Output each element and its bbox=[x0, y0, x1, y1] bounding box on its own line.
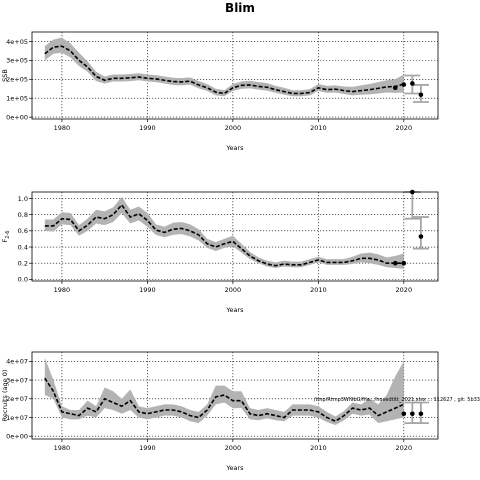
median-line bbox=[44, 45, 405, 95]
y-tick-label: 0.8 bbox=[18, 211, 28, 219]
y-axis-label: Recruits (age 0) bbox=[1, 370, 9, 422]
median-line bbox=[44, 203, 404, 267]
data-point bbox=[401, 411, 407, 417]
y-tick-label: 3e+07 bbox=[6, 376, 28, 384]
x-tick-label: 2020 bbox=[396, 124, 413, 132]
data-point bbox=[418, 411, 424, 417]
x-tick-label: 1980 bbox=[54, 444, 71, 452]
x-tick-label: 2000 bbox=[225, 444, 242, 452]
confidence-band bbox=[44, 196, 404, 269]
data-point bbox=[410, 81, 415, 86]
x-axis-label: Years bbox=[225, 464, 244, 472]
y-axis-label: SSB bbox=[1, 69, 9, 82]
x-tick-label: 2020 bbox=[396, 286, 413, 294]
data-point bbox=[401, 260, 407, 266]
source-footnote: /tmp/Rtmp3Wl9bG/file.../hovedtitt_2021.x… bbox=[314, 397, 480, 403]
panel-3: 1980 1990 2000 2010 2020 0e+00 1e+07 2e+07 3e+07… bbox=[1, 351, 439, 472]
y-tick-label: 0.2 bbox=[18, 260, 28, 268]
y-tick-label: 1e+05 bbox=[6, 94, 28, 102]
y-tick-label: 0e+00 bbox=[6, 113, 28, 121]
y-tick-label: 1.0 bbox=[18, 195, 28, 203]
confidence-band bbox=[44, 357, 404, 425]
panel-2: 1980 1990 2000 2010 2020 0.0 0.2 0.4 0.6 0.8 1.0 Ye… bbox=[1, 189, 439, 314]
y-tick-label: 0.6 bbox=[18, 227, 28, 235]
y-tick-label: 1e+07 bbox=[6, 414, 28, 422]
x-tick-label: 2000 bbox=[225, 286, 242, 294]
x-tick-label: 1990 bbox=[139, 444, 156, 452]
y-tick-label: 4e+05 bbox=[6, 38, 28, 46]
data-point bbox=[418, 234, 424, 239]
y-axis-label-main: F bbox=[1, 238, 9, 242]
y-tick-label: 2e+07 bbox=[6, 395, 28, 403]
median-line bbox=[44, 377, 405, 423]
plot-frame bbox=[31, 191, 439, 282]
x-tick-label: 1980 bbox=[54, 124, 71, 132]
confidence-band bbox=[44, 37, 404, 97]
x-tick-label: 2010 bbox=[310, 444, 327, 452]
x-tick-label: 2020 bbox=[396, 444, 413, 452]
y-axis-label: F2-6 bbox=[1, 231, 11, 243]
figure-title: Blim bbox=[225, 1, 255, 15]
x-tick-label: 2010 bbox=[310, 124, 327, 132]
y-tick-label: 3e+05 bbox=[6, 57, 28, 65]
panel-1: 1980 1990 2000 2010 2020 0e+00 1e+05 2e+05 3e+05… bbox=[1, 31, 439, 152]
y-tick-label: 0e+00 bbox=[6, 432, 28, 440]
data-point bbox=[392, 85, 398, 91]
y-tick-label: 0.0 bbox=[18, 276, 28, 284]
x-tick-label: 1990 bbox=[139, 124, 156, 132]
x-tick-label: 2010 bbox=[310, 286, 327, 294]
panels: 1980 1990 2000 2010 2020 0e+00 1e+05 2e+05 3e+05… bbox=[1, 31, 439, 472]
x-tick-label: 1980 bbox=[54, 286, 71, 294]
data-point bbox=[401, 82, 407, 87]
data-point bbox=[418, 92, 424, 98]
x-axis-label: Years bbox=[225, 306, 244, 314]
data-point bbox=[392, 260, 398, 266]
y-tick-label: 4e+07 bbox=[6, 358, 28, 366]
y-axis-label-sub: 2-6 bbox=[5, 231, 11, 239]
x-tick-label: 1990 bbox=[139, 286, 156, 294]
plot-frame bbox=[31, 351, 439, 440]
y-tick-label: 0.4 bbox=[18, 243, 28, 251]
x-axis-label: Years bbox=[225, 144, 244, 152]
x-tick-label: 2000 bbox=[225, 124, 242, 132]
plot-frame bbox=[31, 31, 439, 120]
y-tick-label: 2e+05 bbox=[6, 76, 28, 84]
data-point bbox=[410, 411, 415, 417]
